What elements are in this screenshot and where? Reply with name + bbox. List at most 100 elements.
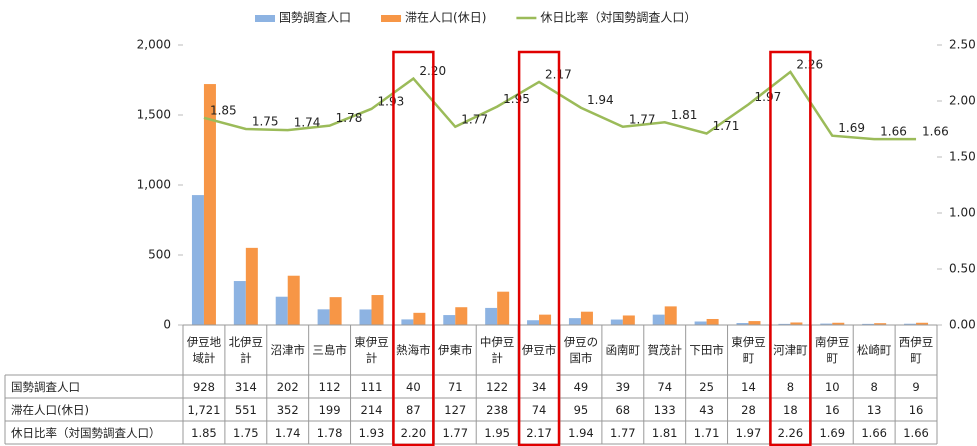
table-cell: 111 xyxy=(360,379,383,394)
table-cell: 1.77 xyxy=(442,425,469,440)
highlight-box xyxy=(392,50,435,446)
table-cell: 2.20 xyxy=(400,425,427,440)
bar xyxy=(233,281,246,325)
bar xyxy=(191,195,204,325)
category-cell: 中伊豆計 xyxy=(479,335,515,365)
table-cell: 199 xyxy=(318,402,341,417)
legend-label: 滞在人口(休日) xyxy=(405,11,486,25)
bar xyxy=(329,297,342,325)
data-label: 1.66 xyxy=(880,125,907,139)
bar xyxy=(832,322,845,325)
y2-tick-label: 2.50 xyxy=(949,38,976,52)
y-tick-label: 0 xyxy=(163,318,171,332)
bar xyxy=(736,323,749,325)
bar xyxy=(413,312,426,325)
bar xyxy=(443,315,456,325)
table-cell: 1.94 xyxy=(568,425,594,440)
table-cell: 1.77 xyxy=(610,425,636,440)
table-cell: 95 xyxy=(573,402,589,417)
category-cell: 伊豆の国市 xyxy=(563,335,599,365)
table-cell: 16 xyxy=(908,402,924,417)
data-label: 1.78 xyxy=(336,111,363,125)
table-cell: 1.95 xyxy=(484,425,510,440)
table-cell: 18 xyxy=(783,402,798,417)
table-cell: 34 xyxy=(531,379,547,394)
category-cell: 沼津市 xyxy=(270,343,305,357)
y2-tick-label: 2.00 xyxy=(949,94,976,108)
table-cell: 127 xyxy=(444,402,467,417)
table-cell: 1.85 xyxy=(191,425,217,440)
table-cell: 1.66 xyxy=(861,425,887,440)
bar xyxy=(694,321,707,325)
table-cell: 1.75 xyxy=(233,425,259,440)
bar xyxy=(401,319,414,325)
bar xyxy=(275,296,288,325)
y2-tick-label: 0.50 xyxy=(949,262,976,276)
data-label: 1.66 xyxy=(922,125,949,139)
table-cell: 16 xyxy=(824,402,840,417)
data-label: 1.97 xyxy=(755,90,782,104)
bar xyxy=(317,309,330,325)
table-cell: 25 xyxy=(699,379,714,394)
category-cell: 北伊豆計 xyxy=(228,335,264,365)
table-cell: 202 xyxy=(276,379,299,394)
bar xyxy=(862,323,875,325)
table-cell: 2.26 xyxy=(777,425,804,440)
data-label: 1.71 xyxy=(713,119,740,133)
bar xyxy=(874,323,887,325)
bar xyxy=(778,323,791,325)
table-cell: 352 xyxy=(276,402,299,417)
category-cell: 伊豆地域計 xyxy=(186,335,222,365)
category-cell: 河津町 xyxy=(773,343,808,357)
table-cell: 122 xyxy=(486,379,509,394)
y-tick-label: 1,000 xyxy=(137,178,171,192)
table-cell: 214 xyxy=(360,402,383,417)
table-cell: 1.69 xyxy=(819,425,846,440)
category-cell: 函南町 xyxy=(605,343,641,357)
bar xyxy=(706,318,719,325)
y-tick-label: 1,500 xyxy=(137,108,171,122)
category-cell: 伊東市 xyxy=(438,343,473,357)
table-cell: 112 xyxy=(318,379,341,394)
bar xyxy=(664,306,677,325)
bar xyxy=(455,307,468,325)
row-label: 国勢調査人口 xyxy=(11,379,80,394)
category-cell: 下田市 xyxy=(689,343,724,357)
table-cell: 49 xyxy=(573,379,589,394)
bar xyxy=(790,322,803,325)
bar xyxy=(610,319,623,325)
highlight-box xyxy=(769,50,812,446)
bar xyxy=(748,321,761,325)
data-label: 1.85 xyxy=(210,103,237,117)
bar xyxy=(539,314,552,325)
data-label: 1.95 xyxy=(503,92,530,106)
table-cell: 74 xyxy=(531,402,547,417)
table-cell: 87 xyxy=(406,402,421,417)
table-cell: 39 xyxy=(615,379,631,394)
bar xyxy=(580,311,593,325)
bar xyxy=(820,323,833,325)
category-cell: 東伊豆町 xyxy=(731,335,766,365)
bar xyxy=(904,323,917,325)
category-cell: 東伊豆計 xyxy=(354,335,389,365)
table-cell: 1.97 xyxy=(735,425,762,440)
table-cell: 9 xyxy=(912,379,920,394)
legend-swatch xyxy=(381,15,402,22)
y2-tick-label: 1.00 xyxy=(949,206,976,220)
bar xyxy=(245,247,258,325)
y2-tick-label: 1.50 xyxy=(949,150,976,164)
data-label: 1.94 xyxy=(587,93,614,107)
category-cell: 賀茂計 xyxy=(647,343,682,357)
category-cell: 三島市 xyxy=(312,343,347,357)
row-label: 滞在人口(休日) xyxy=(11,402,89,417)
table-cell: 28 xyxy=(741,402,756,417)
legend-label: 国勢調査人口 xyxy=(279,10,351,25)
table-cell: 10 xyxy=(824,379,840,394)
data-label: 1.75 xyxy=(252,115,279,129)
bar xyxy=(568,318,581,325)
table-cell: 1.93 xyxy=(358,425,385,440)
table-cell: 71 xyxy=(447,379,463,394)
data-label: 1.81 xyxy=(671,108,698,122)
highlight-box xyxy=(517,50,561,446)
